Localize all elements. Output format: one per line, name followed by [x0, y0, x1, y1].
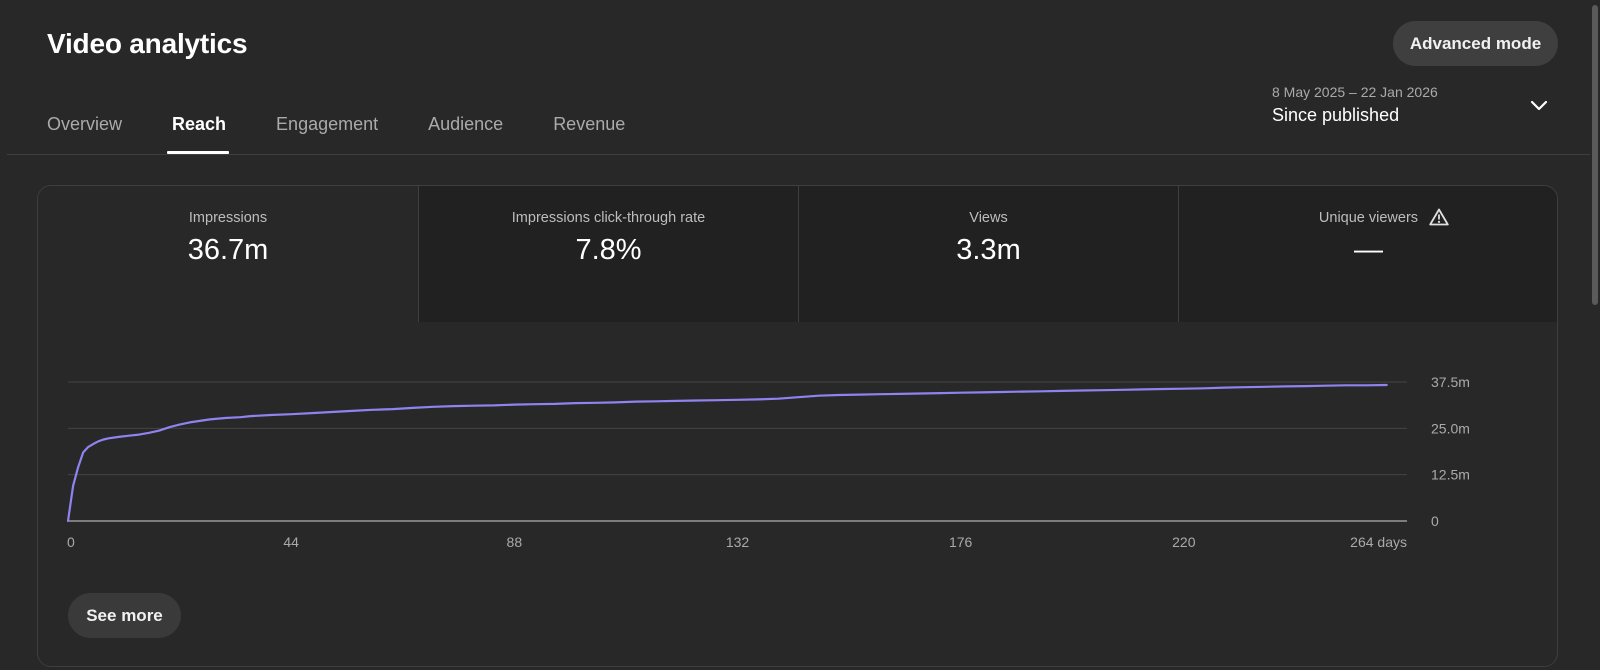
header-divider: [7, 154, 1590, 155]
metric-value: 7.8%: [575, 234, 642, 266]
page-title: Video analytics: [47, 28, 248, 59]
tab-overview[interactable]: Overview: [47, 114, 123, 134]
metric-label: Impressions click-through rate: [511, 210, 706, 226]
scroll-thumb[interactable]: [1592, 5, 1598, 305]
tab-revenue[interactable]: Revenue: [553, 114, 626, 134]
chevron-down-icon: [1530, 100, 1548, 111]
warning-icon[interactable]: [1429, 208, 1449, 226]
metric-label: Views: [969, 210, 1008, 226]
y-tick-label: 37.5m: [1431, 374, 1470, 390]
analytics-tabs: Overview Reach Engagement Audience Reven…: [47, 100, 675, 154]
metric-label: Unique viewers: [1318, 210, 1419, 226]
tab-audience[interactable]: Audience: [428, 114, 504, 134]
x-tick-label: 220: [1172, 534, 1196, 550]
x-tick-label: 264 days: [1350, 534, 1407, 550]
y-tick-label: 0: [1431, 513, 1439, 529]
metric-unique-viewers[interactable]: Unique viewers —: [1178, 186, 1557, 322]
impressions-series-line: [66, 383, 1388, 523]
x-tick-label: 132: [726, 534, 750, 550]
metric-tabs: Impressions 36.7m Impressions click-thro…: [38, 186, 1557, 322]
metric-value: 3.3m: [956, 234, 1021, 266]
tab-reach[interactable]: Reach: [167, 100, 230, 154]
reach-chart-card: Impressions 36.7m Impressions click-thro…: [37, 185, 1558, 667]
x-tick-label: 0: [67, 534, 75, 550]
x-tick-label: 176: [949, 534, 973, 550]
x-tick-label: 88: [507, 534, 523, 550]
impressions-line-chart: 0 12.5m 25.0m 37.5m 0 44 88 132 176 220 264 days: [66, 374, 1470, 550]
x-tick-label: 44: [283, 534, 299, 550]
y-tick-label: 25.0m: [1431, 420, 1470, 436]
metric-value: —: [1354, 234, 1383, 266]
metric-impressions[interactable]: Impressions 36.7m: [38, 186, 418, 322]
date-range-dates: 8 May 2025 – 22 Jan 2026: [1272, 84, 1438, 100]
tab-engagement[interactable]: Engagement: [276, 114, 379, 134]
metric-views[interactable]: Views 3.3m: [798, 186, 1178, 322]
metric-click-through-rate[interactable]: Impressions click-through rate 7.8%: [418, 186, 798, 322]
metric-value: 36.7m: [187, 234, 269, 266]
page-scrollbar[interactable]: [1590, 0, 1600, 670]
date-range-selector[interactable]: 8 May 2025 – 22 Jan 2026 Since published: [1272, 84, 1557, 134]
date-range-label: Since published: [1272, 105, 1400, 125]
y-tick-label: 12.5m: [1431, 467, 1470, 483]
metric-label: Impressions: [188, 210, 268, 226]
advanced-mode-button[interactable]: Advanced mode: [1393, 21, 1558, 66]
see-more-button[interactable]: See more: [68, 593, 181, 638]
